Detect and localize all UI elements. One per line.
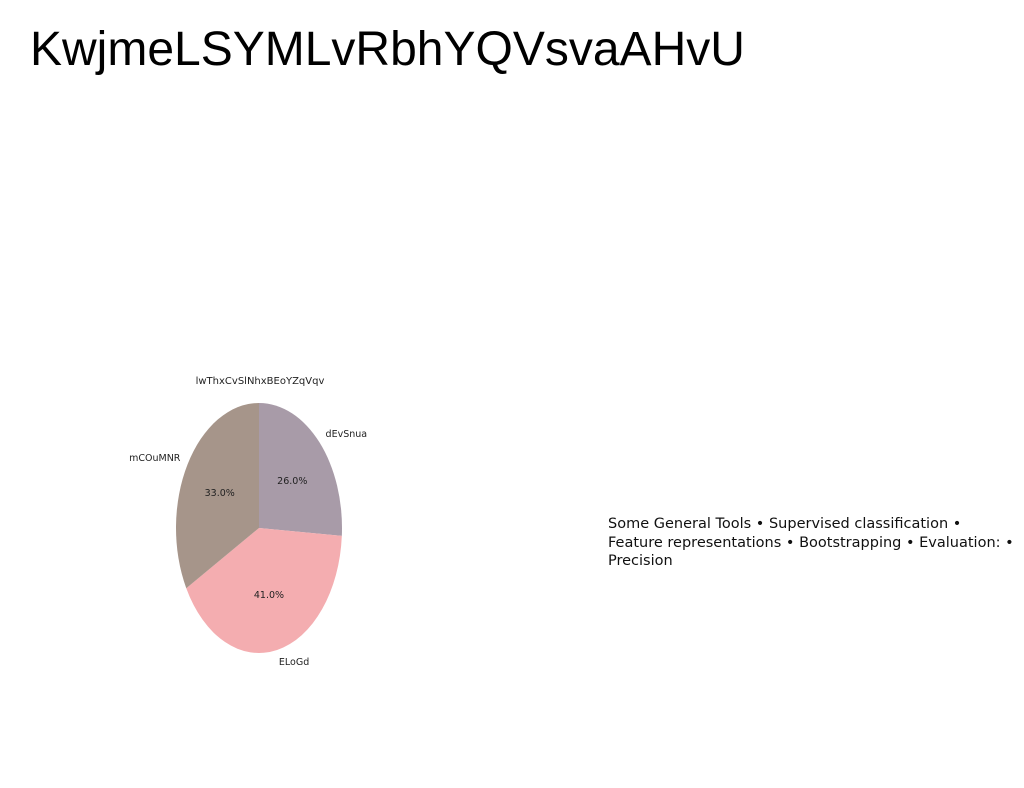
pie-slice-pct-label: 26.0%: [277, 476, 307, 487]
slide-body-text: Some General Tools • Supervised classifi…: [608, 516, 1014, 569]
pie-chart-title: lwThxCvSlNhxBEoYZqVqv: [196, 376, 325, 387]
pie-slice-category-label: ELoGd: [279, 657, 309, 668]
pie-slice-mCOuMNR: [176, 403, 259, 589]
pie-slice-pct-label: 41.0%: [254, 590, 284, 601]
pie-slices: [176, 403, 342, 653]
pie-labels: 26.0% dEvSnua 41.0% ELoGd 33.0% mCOuMNR: [129, 429, 367, 668]
slide-title: KwjmeLSYMLvRbhYQVsvaAHvU: [30, 23, 745, 76]
pie-slice-ELoGd: [186, 528, 342, 653]
pie-slice-dEvSnua: [259, 403, 342, 536]
pie-chart: lwThxCvSlNhxBEoYZqVqv 26.0% dEvSnua 41.0% E…: [110, 360, 410, 680]
pie-slice-category-label: dEvSnua: [326, 429, 368, 440]
pie-chart-svg: lwThxCvSlNhxBEoYZqVqv 26.0% dEvSnua 41.0% E…: [129, 376, 367, 668]
pie-slice-category-label: mCOuMNR: [129, 453, 181, 464]
pie-slice-pct-label: 33.0%: [205, 488, 235, 499]
